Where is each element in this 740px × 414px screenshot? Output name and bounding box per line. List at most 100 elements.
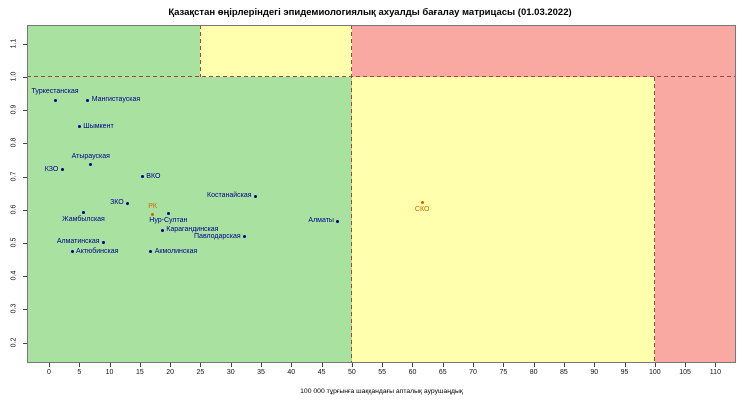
y-axis-tick xyxy=(23,309,27,311)
x-axis-tick-label: 90 xyxy=(590,369,599,376)
data-point-КЗО xyxy=(60,168,64,172)
data-point-Актюбинская xyxy=(70,250,74,254)
point-label-Атырауская: Атырауская xyxy=(71,152,110,160)
data-point-ВКО xyxy=(140,175,144,179)
x-axis-tick xyxy=(624,363,626,367)
data-point-Атырауская xyxy=(89,163,93,167)
zone-yellow-low xyxy=(351,76,655,363)
data-point-Алматы xyxy=(336,219,340,223)
point-label-Алматинская: Алматинская xyxy=(56,238,100,245)
x-axis-tick xyxy=(291,363,293,367)
x-axis-tick-label: 55 xyxy=(378,369,387,376)
point-label-Акмолинская: Акмолинская xyxy=(154,247,198,255)
data-point-Алматинская xyxy=(102,240,106,244)
x-axis-tick-label: 75 xyxy=(499,369,508,376)
point-label-СКО: СКО xyxy=(414,206,430,214)
x-axis-tick xyxy=(442,363,444,367)
point-label-Туркестанская: Туркестанская xyxy=(31,88,79,96)
x-axis-tick-label: 80 xyxy=(529,369,538,376)
data-point-Костанайская xyxy=(254,194,258,198)
data-point-СКО xyxy=(420,200,424,204)
x-axis-tick-label: 5 xyxy=(77,369,82,376)
x-axis-tick-label: 95 xyxy=(620,369,629,376)
data-point-Нур-Султан xyxy=(166,211,170,215)
x-axis-tick-label: 40 xyxy=(287,369,296,376)
x-axis-tick xyxy=(79,363,81,367)
y-axis-tick-label: 1.0 xyxy=(10,71,18,82)
y-axis-tick xyxy=(23,76,27,78)
y-axis-tick xyxy=(23,176,27,178)
data-point-РК xyxy=(151,213,155,217)
data-point-Жамбылская xyxy=(82,210,86,214)
x-axis-tick xyxy=(563,363,565,367)
x-axis-tick xyxy=(48,363,50,367)
y-axis-tick-label: 1.1 xyxy=(10,38,18,49)
x-axis-tick xyxy=(473,363,475,367)
x-axis-tick-label: 60 xyxy=(408,369,417,376)
threshold-line-incidence-25-top xyxy=(199,25,201,77)
y-axis-tick xyxy=(23,43,27,45)
point-label-Павлодарская: Павлодарская xyxy=(194,232,241,240)
x-axis-tick-label: 0 xyxy=(47,369,51,376)
zone-red-high xyxy=(351,25,736,77)
point-label-РК: РК xyxy=(148,202,157,210)
point-label-Карагандинская: Карагандинская xyxy=(166,226,219,234)
x-axis-tick xyxy=(321,363,323,367)
y-axis-tick xyxy=(23,209,27,211)
x-axis-tick-label: 20 xyxy=(166,369,175,376)
data-point-Акмолинская xyxy=(149,250,153,254)
x-axis-tick-label: 25 xyxy=(196,369,205,376)
point-label-Нур-Султан: Нур-Султан xyxy=(149,217,188,225)
x-axis-tick-label: 45 xyxy=(317,369,326,376)
zone-green-low xyxy=(27,76,352,363)
point-label-Мангистауская: Мангистауская xyxy=(91,96,141,104)
zone-green-high xyxy=(27,25,201,77)
point-label-ВКО: ВКО xyxy=(146,172,161,180)
x-axis-tick xyxy=(139,363,141,367)
y-axis-tick-label: 0.8 xyxy=(10,138,18,148)
point-label-ЗКО: ЗКО xyxy=(110,199,124,207)
x-axis-tick-label: 85 xyxy=(560,369,568,376)
x-axis-tick xyxy=(200,363,202,367)
x-axis-tick-label: 105 xyxy=(679,369,691,376)
x-axis-tick xyxy=(503,363,505,367)
x-axis-tick-label: 35 xyxy=(257,369,265,376)
y-axis-tick xyxy=(23,243,27,244)
x-axis-tick xyxy=(412,363,414,367)
x-axis-tick xyxy=(715,363,717,367)
data-point-Шымкент xyxy=(77,125,81,129)
x-axis-tick-label: 65 xyxy=(438,369,447,376)
x-axis-tick-label: 70 xyxy=(469,369,477,376)
x-axis-tick xyxy=(351,363,353,367)
x-axis-tick xyxy=(594,363,596,367)
y-axis-tick xyxy=(23,110,27,112)
point-label-Актюбинская: Актюбинская xyxy=(76,247,119,255)
x-axis-tick-label: 15 xyxy=(135,369,144,376)
x-axis-tick-label: 10 xyxy=(105,369,114,376)
point-label-КЗО: КЗО xyxy=(44,165,59,173)
x-axis-tick xyxy=(261,363,263,367)
data-point-ЗКО xyxy=(126,201,130,205)
threshold-line-incidence-50 xyxy=(351,25,353,363)
y-axis-tick xyxy=(23,276,27,278)
data-point-Мангистауская xyxy=(86,98,90,102)
point-label-Шымкент: Шымкент xyxy=(83,122,114,130)
chart-title: Қазақстан өңірлеріндегі эпидемиологиялық… xyxy=(168,7,572,18)
data-point-Карагандинская xyxy=(160,228,164,232)
x-axis-tick xyxy=(109,363,111,367)
y-axis-tick-label: 0.4 xyxy=(10,270,18,281)
point-label-Жамбылская: Жамбылская xyxy=(62,216,105,224)
x-axis-tick xyxy=(533,363,535,367)
zone-yellow-high xyxy=(200,25,352,77)
x-axis-tick-label: 50 xyxy=(347,369,356,376)
y-axis-tick-label: 0.3 xyxy=(10,304,18,314)
point-label-Алматы: Алматы xyxy=(308,217,334,225)
x-axis-tick xyxy=(170,363,172,367)
x-axis-tick xyxy=(230,363,232,367)
y-axis-tick xyxy=(23,342,27,344)
threshold-line-incidence-100-low xyxy=(654,76,656,363)
x-axis-tick xyxy=(654,363,656,367)
x-axis-tick-label: 30 xyxy=(226,369,235,376)
point-label-Костанайская: Костанайская xyxy=(207,192,252,200)
